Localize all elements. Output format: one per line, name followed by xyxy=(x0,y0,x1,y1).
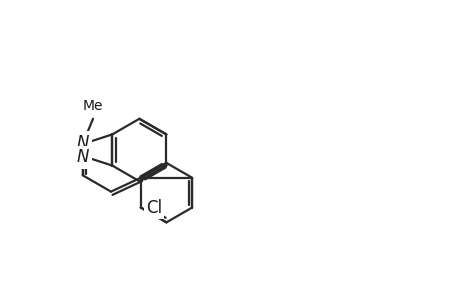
Text: Cl: Cl xyxy=(146,199,162,217)
Text: N: N xyxy=(77,148,89,166)
Text: N: N xyxy=(77,134,89,152)
Text: Me: Me xyxy=(83,99,103,113)
